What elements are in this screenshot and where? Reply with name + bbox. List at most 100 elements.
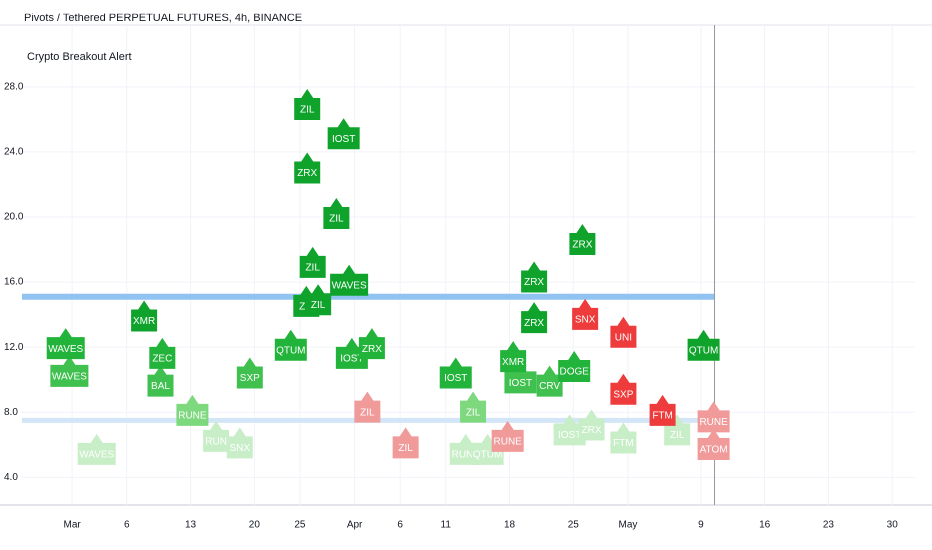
label-box	[294, 88, 321, 120]
alert-label: ZRX	[521, 261, 548, 293]
label-box	[358, 328, 385, 360]
alert-label: ZRX	[578, 409, 605, 441]
alert-label: ATOM	[697, 429, 730, 461]
x-tick-label: 25	[568, 520, 580, 531]
alert-label: CRV	[536, 365, 563, 397]
label-text: RUN	[205, 437, 227, 448]
label-text: QTUM	[473, 450, 502, 461]
label-box	[558, 350, 591, 382]
alert-label: ZRX	[294, 152, 321, 184]
y-tick-label: 24.0	[4, 147, 24, 158]
label-text: ZRX	[524, 277, 544, 288]
label-text: RUNE	[699, 417, 728, 428]
label-box	[610, 373, 637, 405]
label-box	[327, 118, 360, 150]
alert-label: ZIL	[354, 391, 381, 423]
label-text: WAVES	[79, 450, 114, 461]
alert-label: WAVES	[50, 355, 89, 387]
x-tick-label: 13	[185, 520, 197, 531]
label-text: IOST	[332, 134, 355, 145]
alert-label: RUNE	[176, 394, 209, 426]
label-box	[500, 341, 527, 373]
alert-label: ZIL	[664, 414, 691, 446]
label-box	[439, 357, 472, 389]
alert-label: QTUM	[687, 329, 720, 361]
label-box	[305, 284, 332, 316]
header-fade	[0, 0, 932, 14]
alert-label: UNI	[610, 316, 637, 348]
alert-label: SNX	[572, 298, 599, 330]
label-box	[147, 365, 174, 397]
alert-label: FTM	[610, 422, 637, 454]
label-text: WAVES	[52, 371, 87, 382]
alert-label: ZRX	[569, 224, 596, 256]
label-box	[149, 337, 176, 369]
label-text: IOST	[340, 354, 363, 365]
label-box	[460, 391, 487, 423]
alert-label: IOST	[439, 357, 472, 389]
label-box	[649, 394, 676, 426]
label-box	[226, 427, 253, 459]
label-box	[504, 362, 537, 394]
label-text: SXP	[613, 389, 633, 400]
alert-label: RUNE	[491, 420, 524, 452]
label-text: XMR	[502, 357, 524, 368]
x-tick-label: 25	[294, 520, 306, 531]
label-box	[236, 357, 263, 389]
label-box	[323, 198, 350, 229]
alert-label: ZIL	[392, 427, 419, 459]
label-text: ZIL	[360, 407, 375, 418]
alert-label: DOGE	[558, 350, 591, 382]
alert-label: IOST	[504, 362, 537, 394]
label-box	[610, 316, 637, 348]
alert-label: QTUM	[471, 433, 504, 465]
label-text: QTUM	[276, 345, 305, 356]
label-text: RUNE	[494, 437, 523, 448]
label-box	[77, 433, 116, 465]
alert-label: WAVES	[77, 433, 116, 465]
y-tick-label: 28.0	[4, 81, 24, 92]
x-tick-label: 30	[887, 520, 899, 531]
chart-title: Crypto Breakout Alert	[27, 51, 132, 63]
x-tick-label: 16	[759, 520, 771, 531]
label-box	[471, 433, 504, 465]
alert-label: RUNE	[697, 401, 730, 433]
label-text: ZIL	[670, 430, 685, 441]
label-box	[392, 427, 419, 459]
label-text: IOST	[558, 430, 581, 441]
label-box	[131, 300, 158, 332]
label-box	[578, 409, 605, 441]
label-text: FTM	[613, 438, 634, 449]
label-box	[664, 414, 691, 446]
label-box	[299, 246, 326, 278]
alert-label: XMR	[500, 341, 527, 373]
y-tick-label: 16.0	[4, 277, 24, 288]
alert-label: IOST	[335, 337, 368, 369]
label-text: ZRX	[572, 240, 592, 251]
label-box	[521, 261, 548, 293]
y-tick-label: 8.0	[4, 407, 18, 418]
label-box	[521, 302, 548, 334]
alert-label: BAL	[147, 365, 174, 397]
label-text: ZRX	[297, 168, 317, 179]
label-box	[610, 422, 637, 454]
label-text: SXP	[240, 373, 260, 384]
label-box	[335, 337, 368, 369]
label-box	[354, 391, 381, 423]
label-text: ZRX	[582, 425, 602, 436]
label-text: ZIL	[311, 300, 326, 311]
x-tick-label: Mar	[64, 520, 82, 531]
x-tick-label: 6	[397, 520, 403, 531]
x-tick-label: 23	[823, 520, 835, 531]
label-box	[330, 264, 369, 296]
x-tick-label: 11	[441, 520, 452, 531]
alert-label: QTUM	[274, 329, 307, 361]
x-tick-label: Apr	[347, 520, 363, 531]
y-tick-label: 4.0	[4, 472, 18, 483]
label-text: UNI	[615, 332, 632, 343]
label-box	[553, 414, 586, 446]
label-text: XMR	[133, 316, 155, 327]
alert-label: RUN	[203, 420, 230, 452]
